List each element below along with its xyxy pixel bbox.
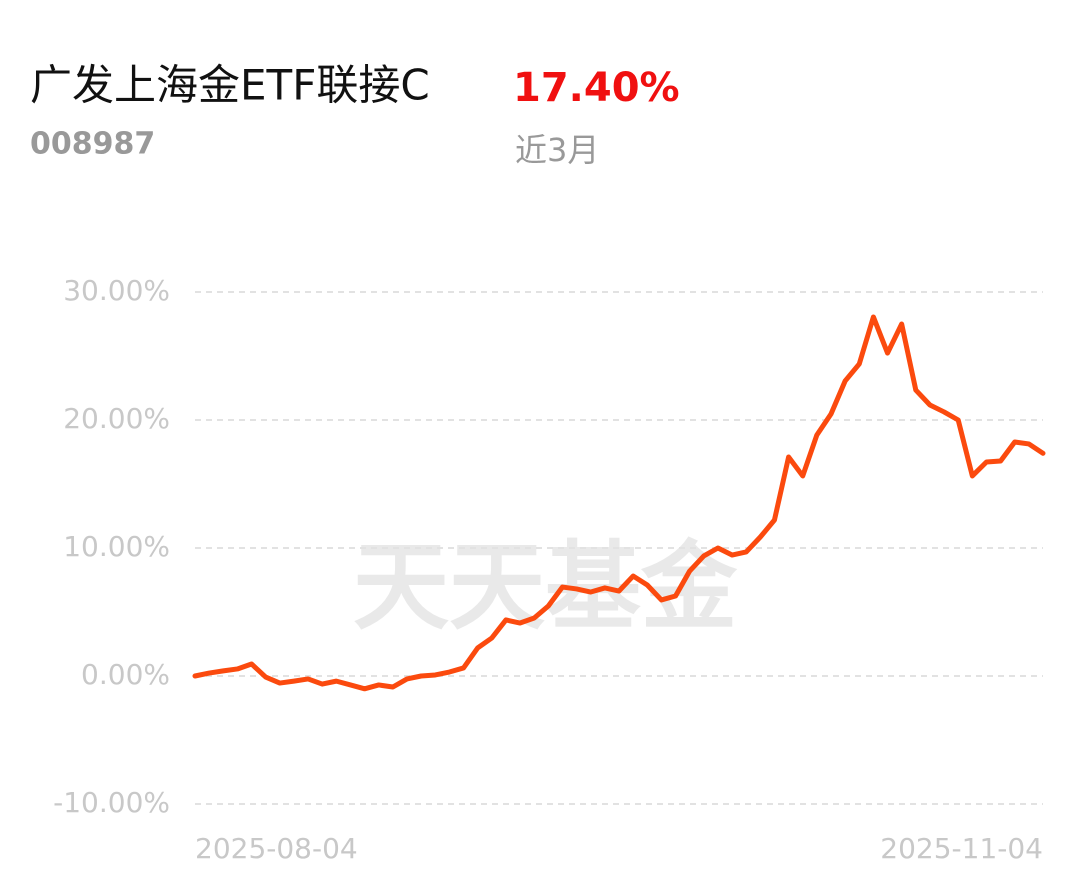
y-tick-label: -10.00% [53, 786, 170, 819]
fund-code: 008987 [30, 127, 155, 162]
x-tick-label: 2025-11-04 [880, 832, 1043, 865]
period: 近3月 [515, 131, 599, 169]
y-tick-label: 0.00% [81, 658, 170, 691]
y-tick-label: 20.00% [63, 402, 170, 435]
return-value: 17.40% [513, 65, 680, 111]
chart-title: 广发上海金ETF联接C [30, 61, 430, 110]
line [192, 314, 1046, 692]
y-tick-label: 30.00% [63, 274, 170, 307]
y-tick-label: 10.00% [63, 530, 170, 563]
x-tick-label: 2025-08-04 [195, 832, 358, 865]
